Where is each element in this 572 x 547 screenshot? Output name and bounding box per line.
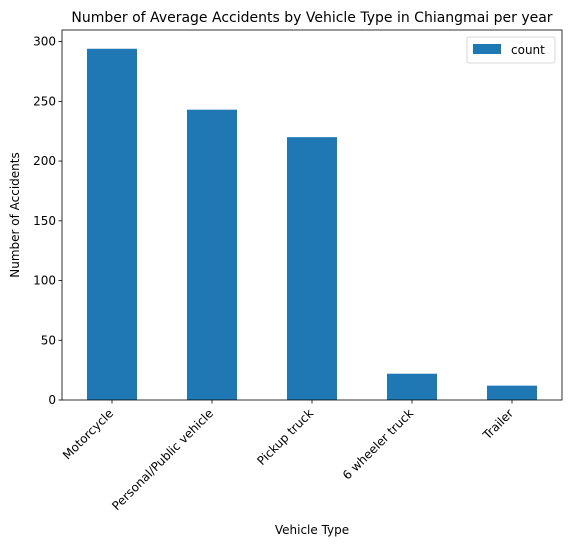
bars-group [87,48,537,401]
y-tick-label: 100 [33,274,56,288]
x-axis-label: Vehicle Type [275,523,349,537]
y-tick-label: 300 [33,35,56,49]
legend-label: count [511,43,545,57]
x-tick-label: Trailer [479,406,516,443]
legend: count [466,36,556,64]
bar-6-wheeler-truck [387,373,437,400]
y-tick-label: 150 [33,214,56,228]
legend-box [466,36,556,64]
x-tick-label: Pickup truck [254,406,316,468]
y-tick-label: 0 [48,393,56,407]
y-tick-label: 200 [33,154,56,168]
x-tick-label: 6 wheeler truck [340,406,416,482]
x-tick-label: Motorcycle [60,406,116,462]
y-axis-label: Number of Accidents [8,152,22,278]
chart-title: Number of Average Accidents by Vehicle T… [71,10,552,26]
y-tick-label: 250 [33,94,56,108]
bar-motorcycle [87,48,137,400]
legend-swatch [473,44,501,54]
y-tick-label: 50 [41,333,56,347]
bar-trailer [487,385,537,400]
bar-personal-public-vehicle [187,109,237,400]
bar-pickup-truck [287,137,337,401]
x-tick-label: Personal/Public vehicle [109,406,216,513]
y-axis-ticks: 0 50 100 150 200 250 300 [33,35,62,407]
